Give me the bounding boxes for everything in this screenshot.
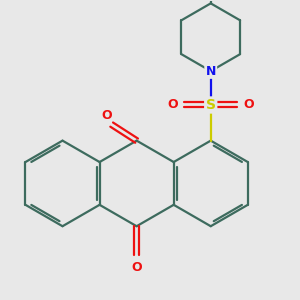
Text: O: O — [131, 261, 142, 274]
Text: O: O — [167, 98, 178, 112]
Text: S: S — [206, 98, 216, 112]
Text: N: N — [206, 64, 216, 78]
Text: O: O — [244, 98, 254, 112]
Text: O: O — [101, 109, 112, 122]
